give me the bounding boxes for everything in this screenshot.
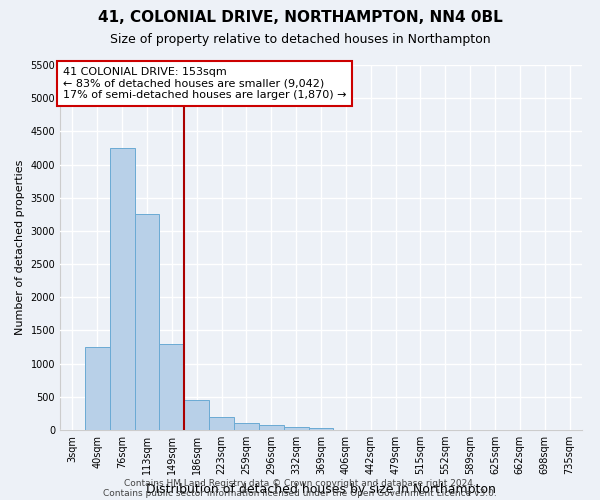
Text: Size of property relative to detached houses in Northampton: Size of property relative to detached ho… (110, 32, 490, 46)
Bar (134, 214, 160, 430)
Text: 41 COLONIAL DRIVE: 153sqm
← 83% of detached houses are smaller (9,042)
17% of se: 41 COLONIAL DRIVE: 153sqm ← 83% of detac… (62, 67, 346, 100)
Bar (234, 424, 259, 430)
Text: Contains HM Land Registry data © Crown copyright and database right 2024.: Contains HM Land Registry data © Crown c… (124, 478, 476, 488)
Text: Contains public sector information licensed under the Open Government Licence v3: Contains public sector information licen… (103, 488, 497, 498)
Bar (110, 148, 134, 430)
Bar (85, 347, 110, 430)
Bar (209, 416, 234, 430)
Bar (160, 344, 184, 430)
Y-axis label: Number of detached properties: Number of detached properties (15, 160, 25, 335)
Bar (284, 426, 308, 430)
Bar (184, 400, 209, 430)
Text: 41, COLONIAL DRIVE, NORTHAMPTON, NN4 0BL: 41, COLONIAL DRIVE, NORTHAMPTON, NN4 0BL (98, 10, 502, 25)
X-axis label: Distribution of detached houses by size in Northampton: Distribution of detached houses by size … (146, 482, 496, 496)
Bar (308, 428, 334, 430)
Bar (259, 425, 284, 430)
